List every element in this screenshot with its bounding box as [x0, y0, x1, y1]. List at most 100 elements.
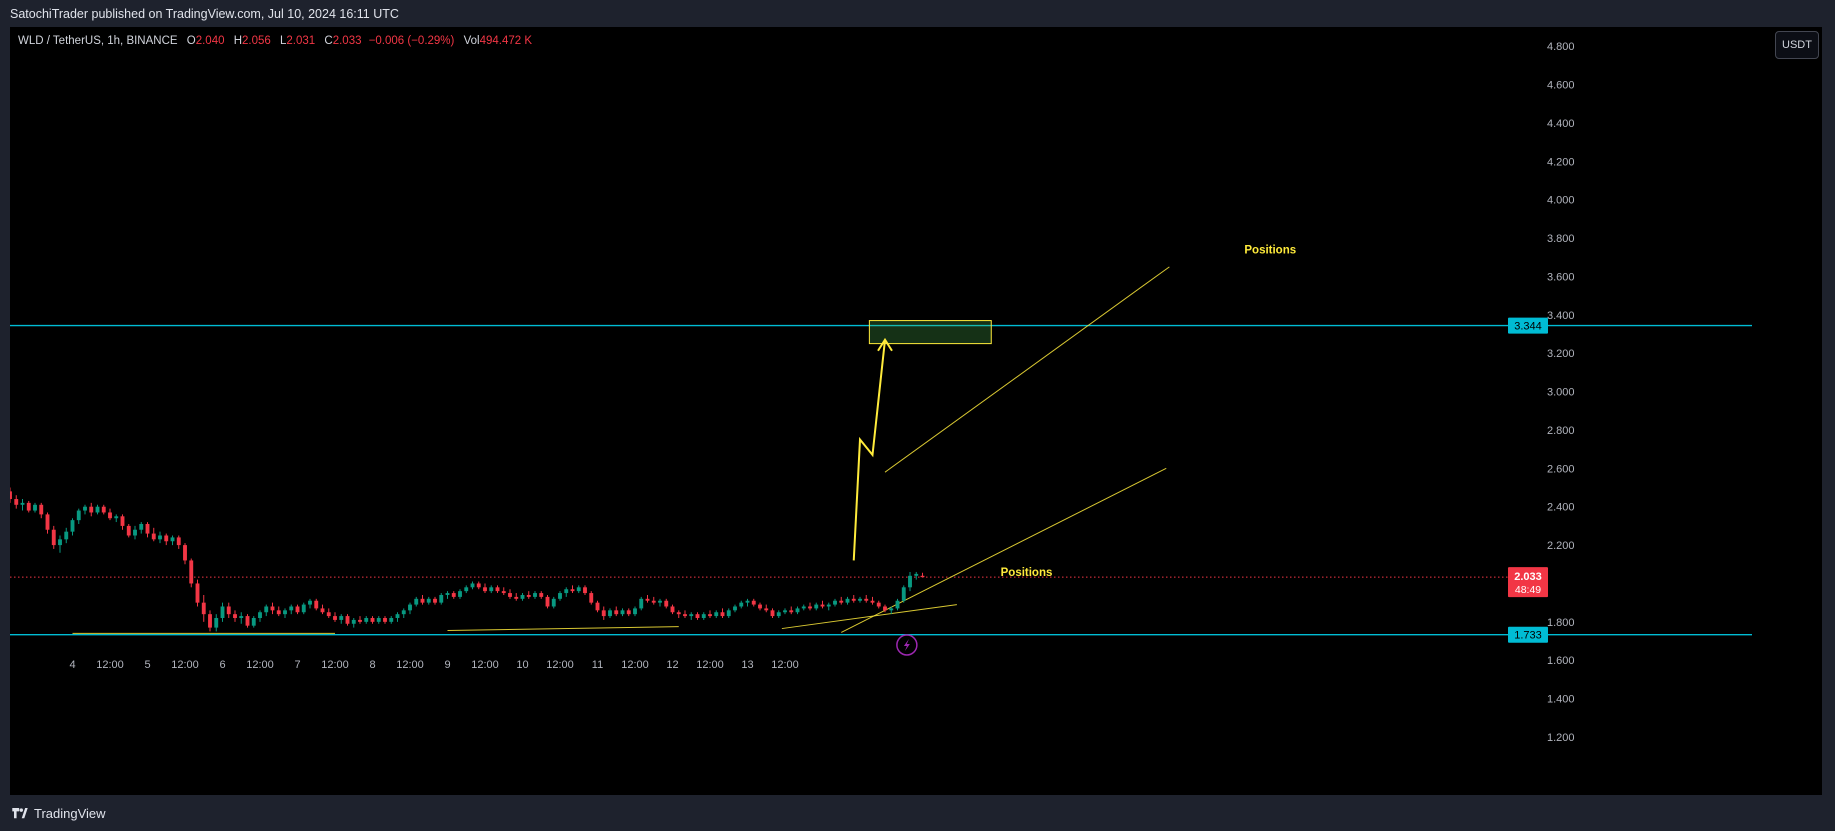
candle-body [776, 612, 781, 617]
price-tick-label: 2.400 [1547, 502, 1575, 514]
price-tick-label: 3.600 [1547, 271, 1575, 283]
candle-body [676, 612, 681, 615]
candle-body [114, 516, 119, 519]
last-price-label: 2.033 [1514, 571, 1542, 583]
footer-bar: TradingView [0, 795, 1835, 831]
candle-body [870, 600, 875, 603]
candle-body [170, 537, 175, 542]
candle-body [320, 608, 325, 613]
candle-body [645, 598, 650, 601]
close-value: 2.033 [332, 35, 362, 47]
candle-body [495, 587, 500, 592]
candle-body [483, 587, 487, 592]
target-zone-box [868, 320, 992, 345]
candle-body [520, 594, 525, 599]
open-value: 2.040 [195, 35, 225, 47]
candle-body [920, 575, 925, 578]
candle-body [689, 614, 694, 617]
candle-body [226, 606, 231, 615]
candle-body [764, 608, 769, 611]
candle-body [239, 616, 244, 619]
candle-body [126, 525, 131, 536]
candle-body [151, 533, 156, 540]
chart-pane[interactable]: 4.800 4.600 4.400 4.200 4.000 3.800 3.600 3.400… [10, 27, 1822, 795]
candle-body [10, 491, 12, 500]
candle-body [539, 593, 544, 597]
candle-body [376, 618, 381, 622]
candle-body [120, 516, 125, 526]
candle-body [714, 612, 719, 617]
publish-info: SatochiTrader published on TradingView.c… [10, 7, 399, 21]
high-value: 2.056 [242, 35, 271, 47]
candle-body [601, 610, 606, 617]
candle-body [651, 600, 656, 603]
candle-body [364, 618, 369, 622]
candle-body [158, 535, 162, 540]
annotation-label: Positions [1244, 244, 1296, 256]
candle-body [551, 598, 556, 607]
candle-body [45, 514, 50, 530]
candle-body [370, 618, 375, 622]
time-tick-label: 12:00 [696, 659, 724, 671]
candle-body [545, 596, 550, 607]
candle-body [345, 616, 350, 624]
candle-body [889, 608, 894, 611]
candle-body [183, 545, 187, 561]
candle-body [508, 593, 512, 597]
candle-body [695, 614, 700, 619]
candle-body [814, 604, 819, 609]
brand-name: TradingView [34, 806, 106, 821]
price-tick-label: 1.600 [1547, 655, 1575, 667]
time-tick-label: 8 [369, 659, 375, 671]
low-label: L [280, 35, 287, 47]
candle-body [51, 529, 56, 546]
candle-body [58, 539, 62, 546]
candle-body [526, 594, 531, 597]
candle-body [620, 610, 625, 615]
time-tick-label: 7 [294, 659, 300, 671]
candle-body [289, 606, 294, 611]
projection-arrowhead [877, 337, 893, 352]
candle-body [251, 618, 256, 626]
candle-body [426, 598, 431, 603]
tradingview-brand[interactable]: TradingView [10, 806, 106, 821]
candle-body [414, 598, 419, 605]
projection-path [852, 339, 886, 561]
price-tick-label: 4.800 [1547, 41, 1575, 53]
candle-body [751, 600, 756, 605]
candle-body [139, 523, 144, 530]
chart-canvas[interactable]: 4.800 4.600 4.400 4.200 4.000 3.800 3.600 3.400… [10, 27, 1822, 795]
candle-body [726, 610, 731, 617]
time-tick-label: 10 [516, 659, 528, 671]
price-tick-label: 3.800 [1547, 233, 1575, 245]
candle-body [489, 587, 494, 592]
candle-body [101, 506, 106, 513]
candle-body [558, 593, 562, 599]
time-tick-label: 9 [444, 659, 450, 671]
price-level-badge [1508, 626, 1548, 643]
candle-body [770, 610, 775, 617]
candle-body [801, 606, 806, 609]
candle-body [501, 591, 506, 594]
candle-body [89, 506, 94, 513]
currency-button[interactable]: USDT [1775, 31, 1819, 59]
candle-body [33, 504, 37, 511]
candle-body [333, 616, 337, 620]
candle-body [583, 587, 587, 594]
candle-body [864, 598, 869, 601]
candle-body [514, 596, 519, 599]
candle-body [876, 602, 881, 607]
price-tick-label: 2.800 [1547, 425, 1575, 437]
candle-body [895, 600, 900, 609]
symbol-name[interactable]: WLD / TetherUS, 1h, BINANCE [18, 35, 178, 47]
price-tick-label: 2.600 [1547, 463, 1575, 475]
candle-body [833, 600, 837, 605]
high-label: H [233, 35, 243, 47]
price-tick-label: 4.400 [1547, 118, 1575, 130]
trend-line [841, 467, 1167, 633]
volume-label: Vol [463, 35, 480, 47]
candle-body [233, 614, 237, 619]
candle-body [733, 606, 737, 611]
candle-body [464, 587, 469, 592]
candle-body [301, 604, 306, 613]
